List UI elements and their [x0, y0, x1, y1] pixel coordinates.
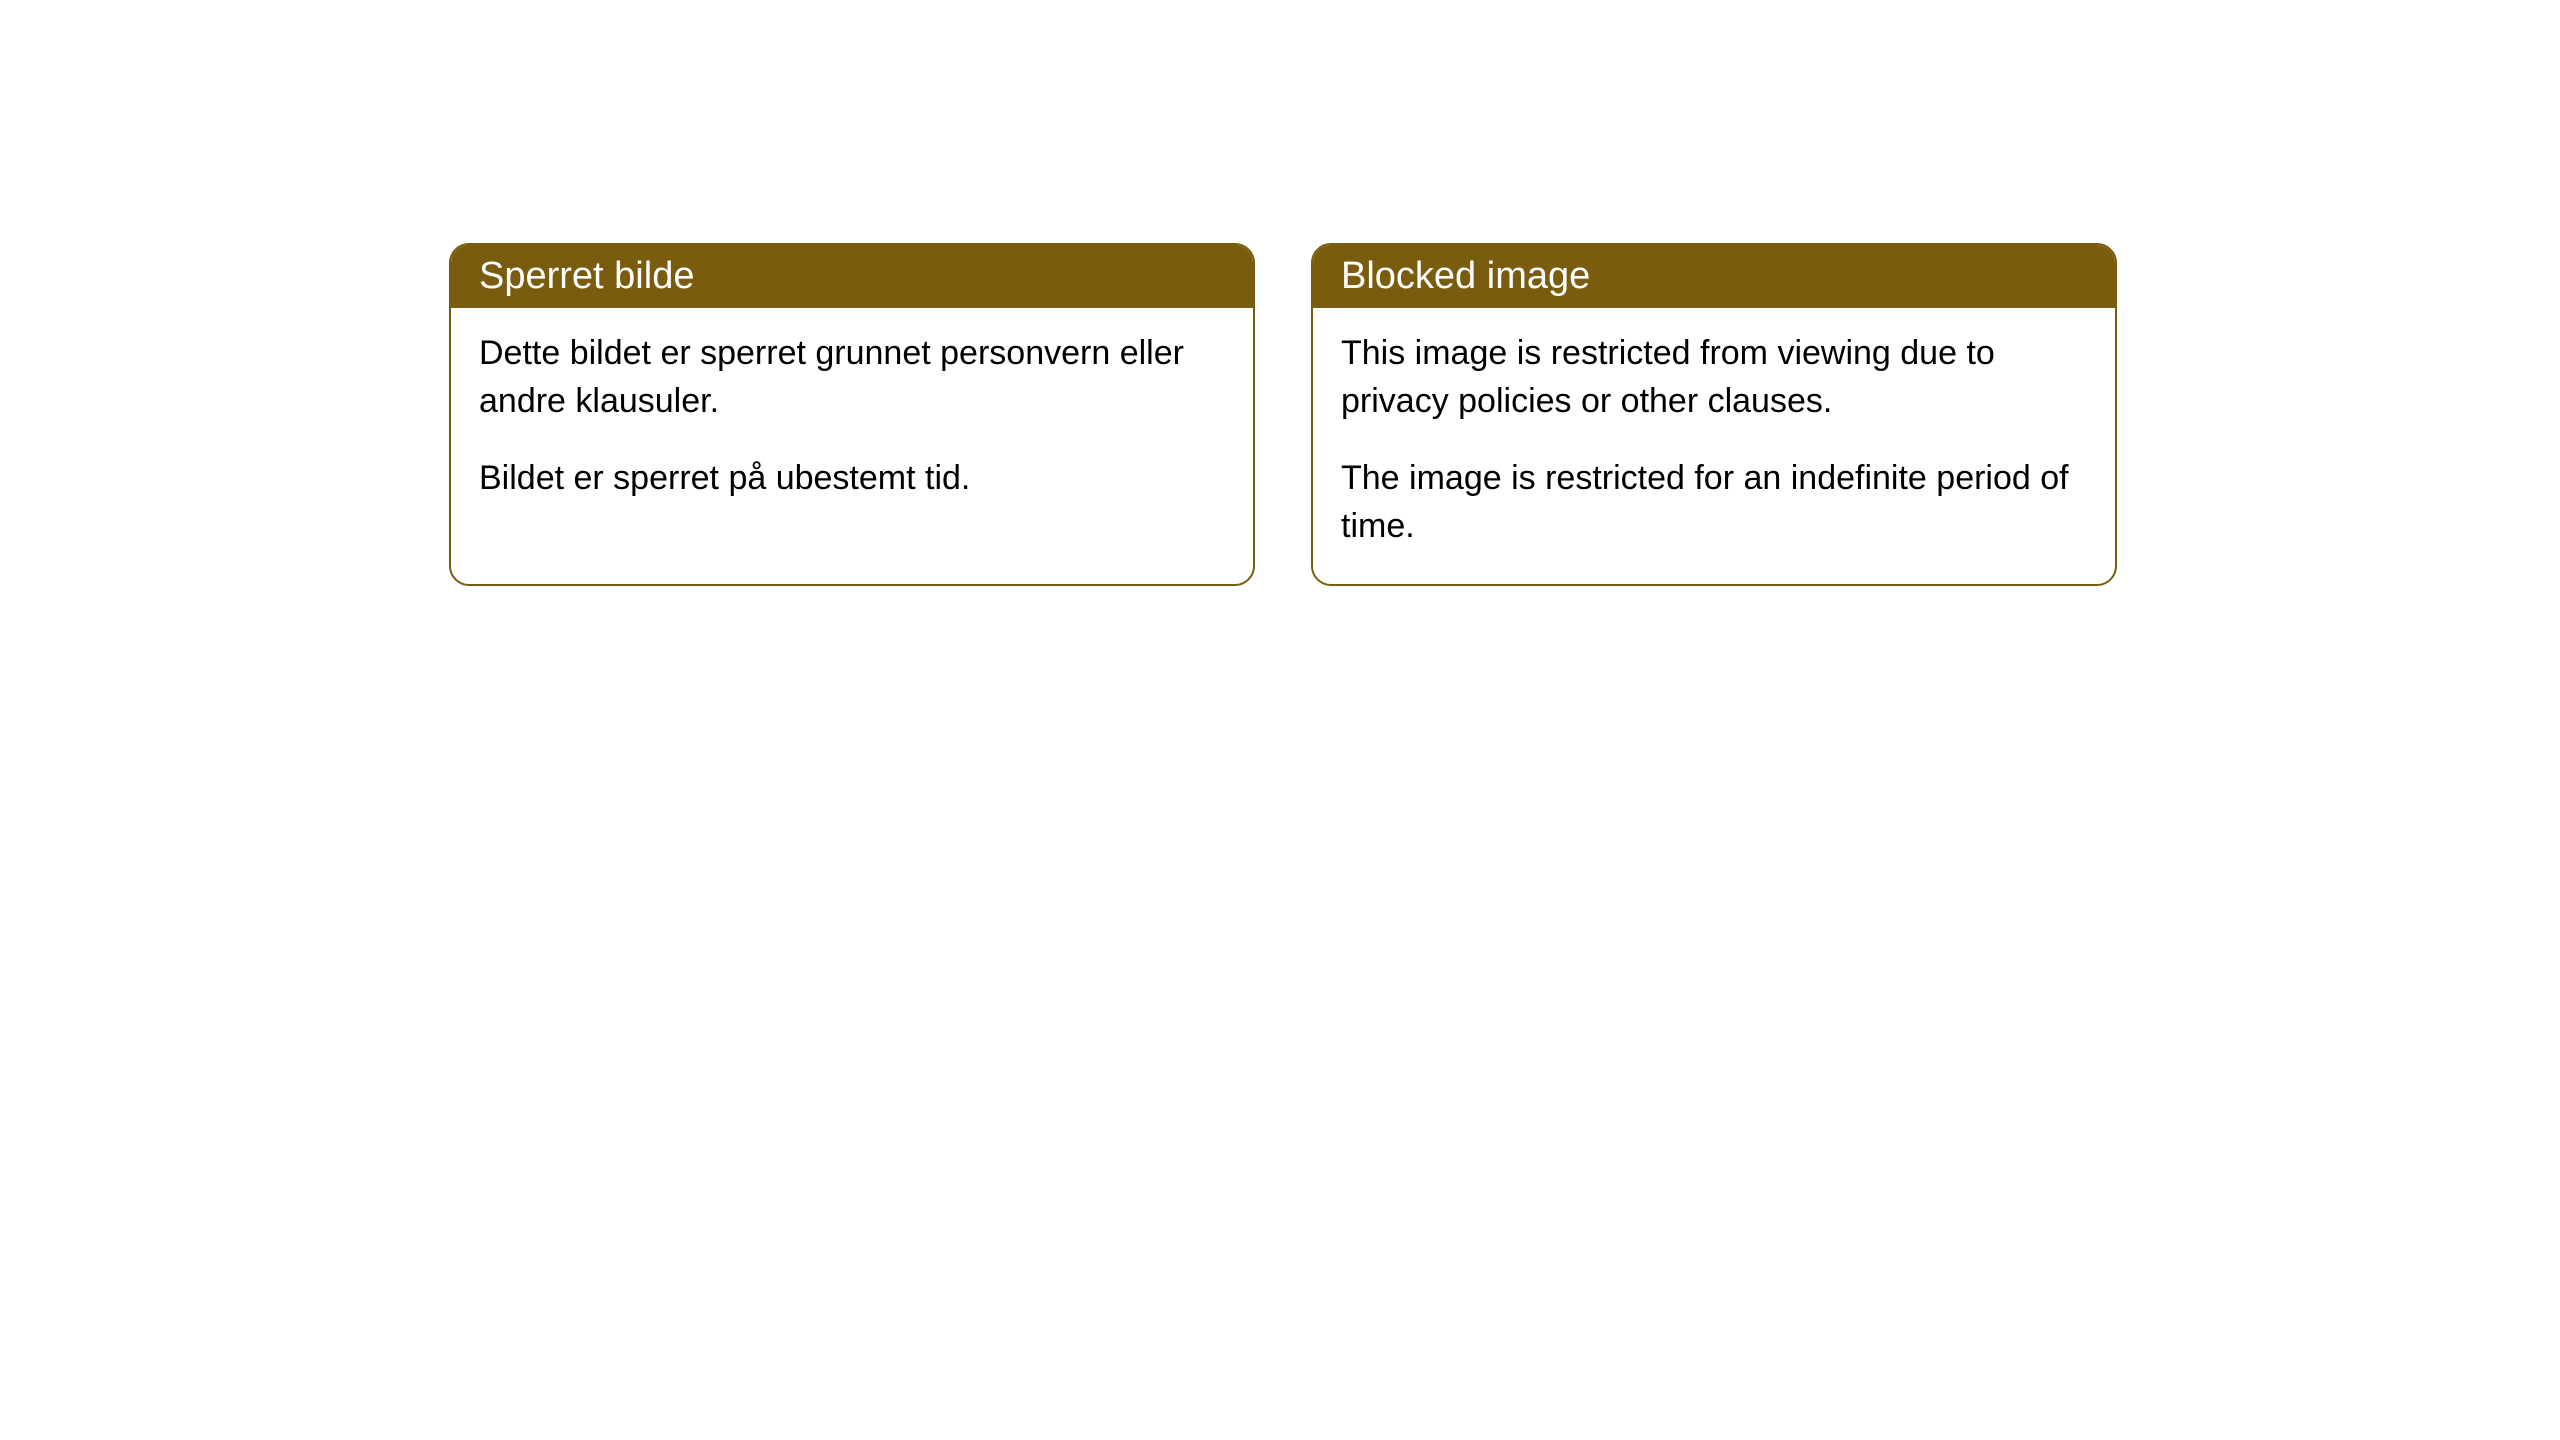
card-body: Dette bildet er sperret grunnet personve…	[451, 308, 1253, 537]
blocked-image-card-no: Sperret bilde Dette bildet er sperret gr…	[449, 243, 1255, 586]
card-body: This image is restricted from viewing du…	[1313, 308, 2115, 584]
card-paragraph: Dette bildet er sperret grunnet personve…	[479, 330, 1225, 425]
card-title: Blocked image	[1341, 255, 1590, 297]
blocked-image-card-en: Blocked image This image is restricted f…	[1311, 243, 2117, 586]
card-title: Sperret bilde	[479, 255, 694, 297]
notice-card-container: Sperret bilde Dette bildet er sperret gr…	[449, 243, 2117, 586]
card-header: Sperret bilde	[451, 245, 1253, 308]
card-header: Blocked image	[1313, 245, 2115, 308]
card-paragraph: The image is restricted for an indefinit…	[1341, 455, 2087, 550]
card-paragraph: Bildet er sperret på ubestemt tid.	[479, 455, 1225, 503]
card-paragraph: This image is restricted from viewing du…	[1341, 330, 2087, 425]
